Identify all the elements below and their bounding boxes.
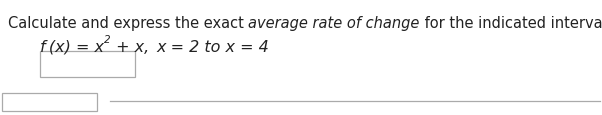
- Text: f (x) = x: f (x) = x: [40, 40, 104, 55]
- Text: for the indicated interval.: for the indicated interval.: [420, 16, 602, 31]
- Bar: [40, 52, 135, 77]
- Text: x = 2 to x = 4: x = 2 to x = 4: [157, 40, 270, 55]
- Text: 2: 2: [104, 35, 111, 45]
- Bar: [2, 93, 97, 111]
- Text: + x,: + x,: [111, 40, 149, 55]
- Text: Calculate and express the exact: Calculate and express the exact: [8, 16, 249, 31]
- Text: average rate of change: average rate of change: [249, 16, 420, 31]
